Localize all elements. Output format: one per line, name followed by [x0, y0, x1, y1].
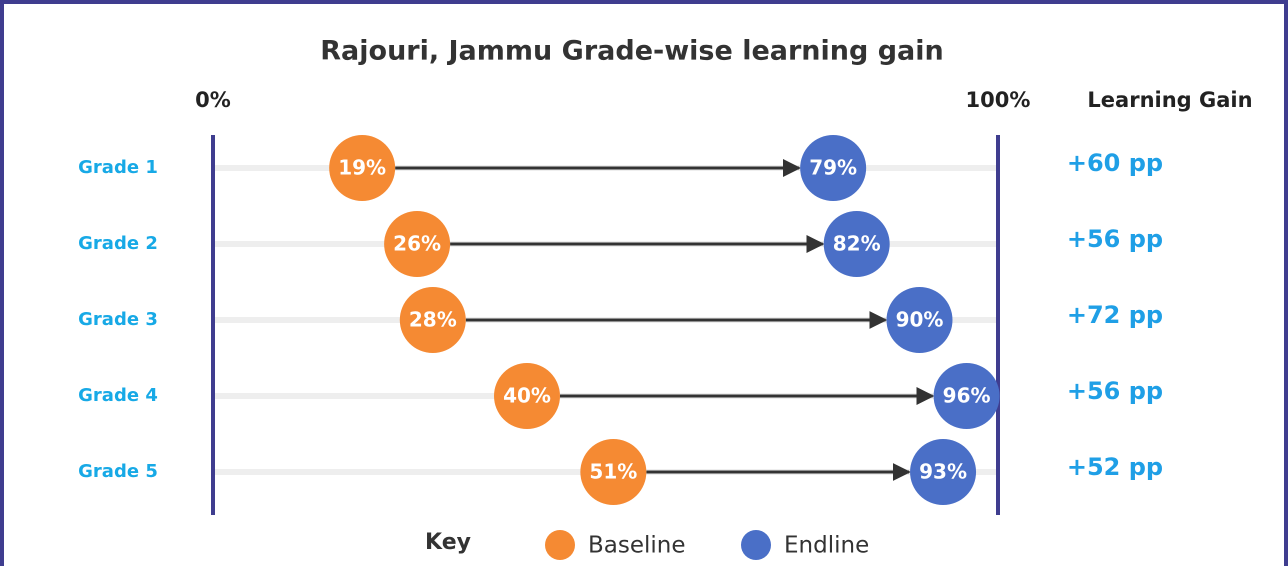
category-label: Grade 2 [78, 233, 158, 254]
value-label: 40% [503, 384, 551, 408]
chart-title: Rajouri, Jammu Grade-wise learning gain [320, 36, 944, 67]
value-label: 93% [919, 460, 967, 484]
gain-label: +72 pp [1067, 301, 1163, 329]
dot [886, 287, 953, 353]
value-label: 96% [943, 384, 991, 408]
value-label: 51% [589, 460, 637, 484]
value-label: 19% [338, 156, 386, 180]
dot [580, 439, 647, 505]
legend-title: Key [425, 530, 471, 555]
value-label: 82% [833, 232, 881, 256]
gain-title: Learning Gain [1087, 88, 1252, 112]
legend-label: Baseline [588, 533, 686, 559]
dot [384, 211, 451, 277]
dot [823, 211, 890, 277]
category-label: Grade 4 [78, 385, 158, 406]
dot [910, 439, 977, 505]
dot [494, 363, 560, 429]
dot [933, 363, 1000, 429]
legend-swatch [741, 530, 771, 560]
category-label: Grade 1 [78, 157, 158, 178]
x-tick-label: 100% [966, 88, 1031, 112]
dot [800, 135, 867, 201]
category-label: Grade 5 [78, 461, 158, 482]
x-tick-label: 0% [195, 88, 231, 112]
value-label: 79% [809, 156, 857, 180]
value-label: 90% [896, 308, 944, 332]
value-label: 26% [393, 232, 441, 256]
gain-label: +60 pp [1067, 149, 1163, 177]
value-label: 28% [409, 308, 457, 332]
dot [329, 135, 396, 201]
category-label: Grade 3 [78, 309, 158, 330]
gain-label: +56 pp [1067, 225, 1163, 253]
gain-label: +52 pp [1067, 453, 1163, 481]
dot [399, 287, 466, 353]
legend-label: Endline [784, 533, 869, 559]
gain-label: +56 pp [1067, 377, 1163, 405]
legend-swatch [545, 530, 575, 560]
